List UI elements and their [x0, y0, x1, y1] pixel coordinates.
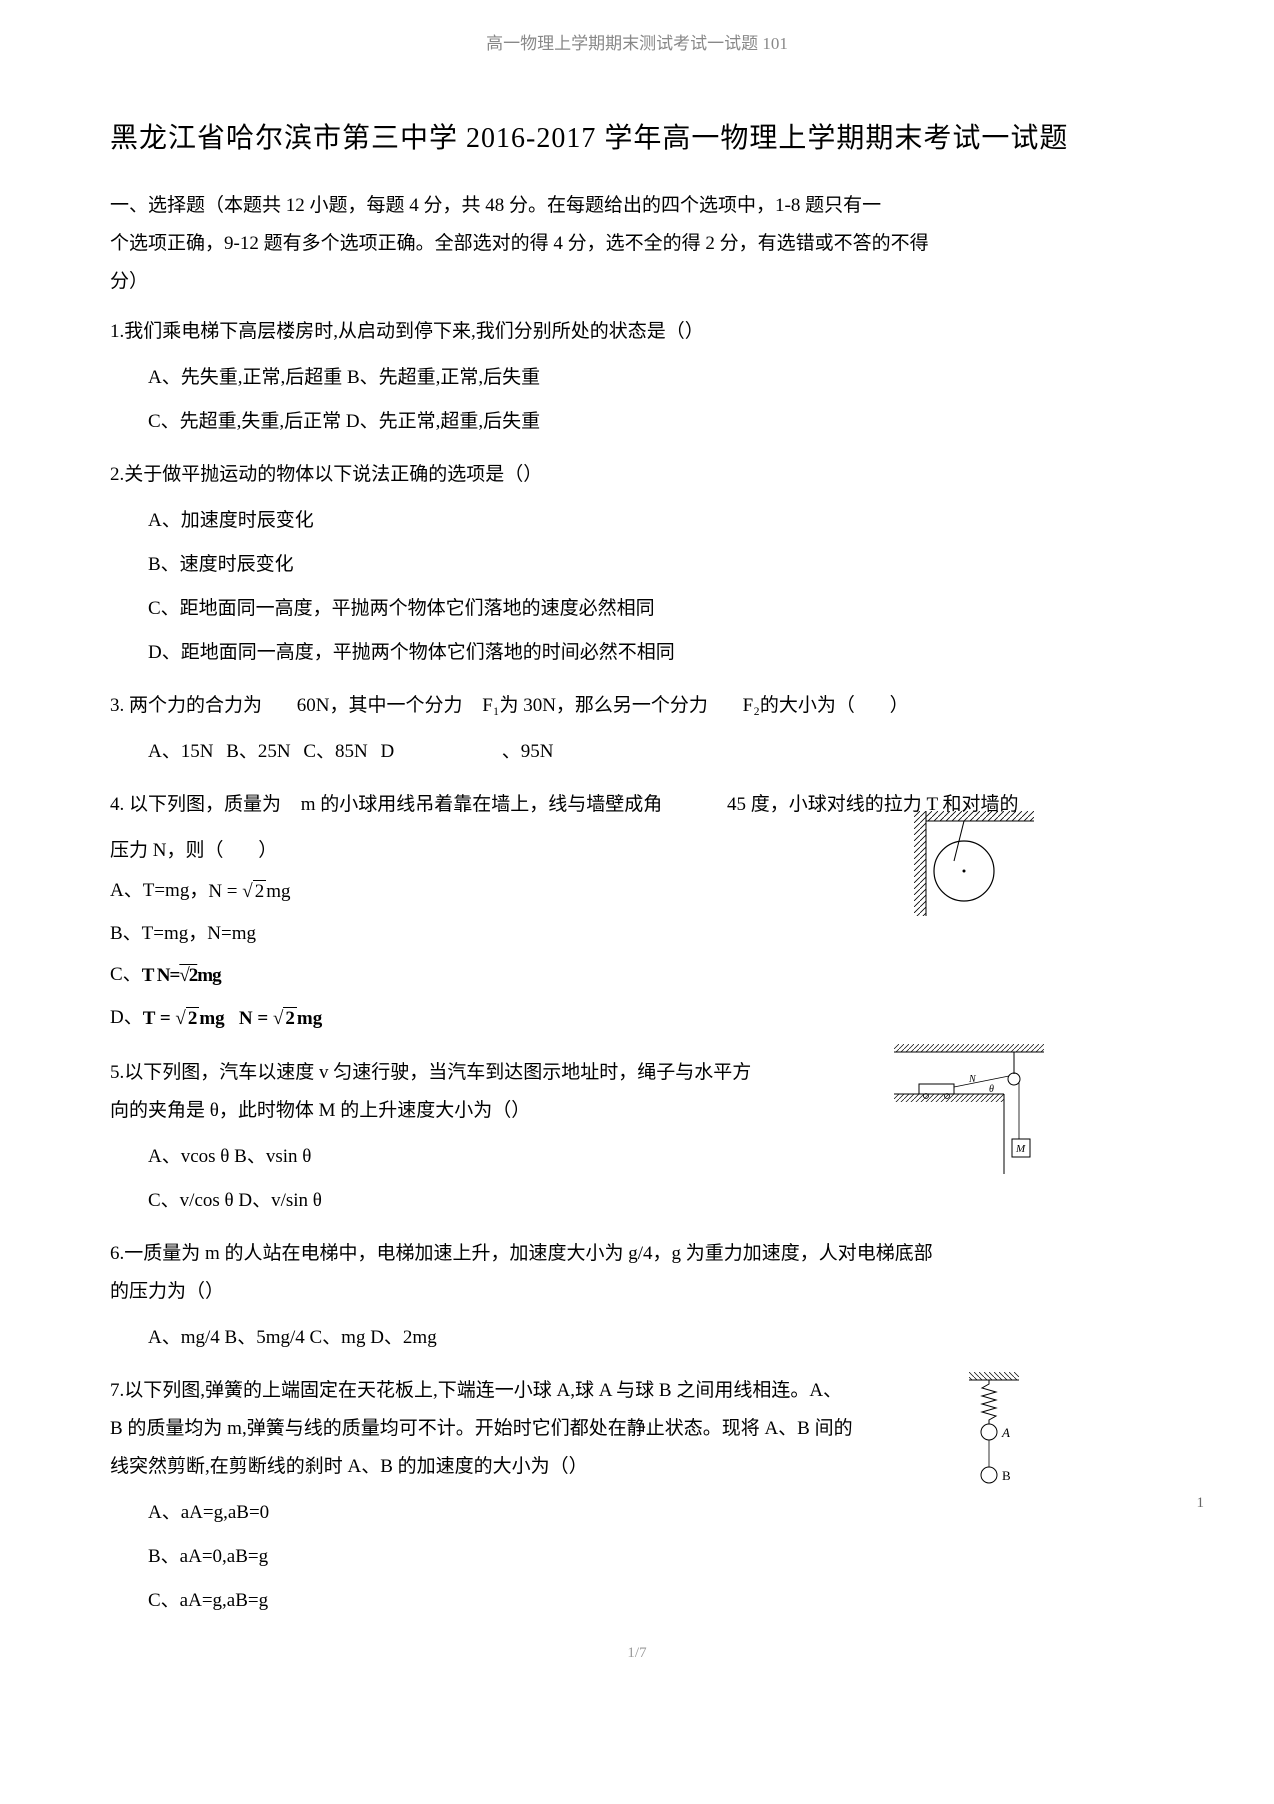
q3-option-b: B、25N	[226, 741, 290, 762]
question-2: 2.关于做平抛运动的物体以下说法正确的选项是（） A、加速度时辰变化 B、速度时…	[110, 456, 1164, 672]
question-2-text: 2.关于做平抛运动的物体以下说法正确的选项是（）	[110, 456, 1164, 494]
section-instructions: 一、选择题（本题共 12 小题，每题 4 分，共 48 分。在每题给出的四个选项…	[110, 187, 1164, 301]
q4-optc-formula: T N=√2mg	[142, 955, 221, 997]
q3-text-p2: 60N，其中一个分力	[297, 695, 463, 716]
q2-option-b: B、速度时辰变化	[148, 546, 1164, 584]
question-3-text: 3. 两个力的合力为 60N，其中一个分力 F₁为 30N，那么另一个分力 F₂…	[110, 687, 1164, 725]
question-1-text: 1.我们乘电梯下高层楼房时,从启动到停下来,我们分别所处的状态是（）	[110, 313, 1164, 351]
q4-option-c: C、T N=√2mg	[110, 954, 1164, 997]
q4-opta-prefix: A、T=mg，	[110, 880, 208, 901]
q4-text-p4: 压力 N，则（	[110, 840, 223, 861]
q3-text-p4: F₂的大小为（	[743, 695, 855, 716]
page-number-bottom: 1/7	[627, 1641, 646, 1665]
figure-ball-on-wall	[914, 811, 1034, 916]
instruction-line-3: 分）	[110, 263, 1164, 301]
q7-option-b: B、aA=0,aB=g	[148, 1538, 1164, 1576]
question-1: 1.我们乘电梯下高层楼房时,从启动到停下来,我们分别所处的状态是（） A、先失重…	[110, 313, 1164, 441]
svg-text:B: B	[1002, 1468, 1011, 1483]
svg-text:θ: θ	[989, 1084, 994, 1095]
instruction-line-1: 一、选择题（本题共 12 小题，每题 4 分，共 48 分。在每题给出的四个选项…	[110, 187, 1164, 225]
q4-text-p1: 4. 以下列图，质量为	[110, 794, 281, 815]
q1-option-ab: A、先失重,正常,后超重 B、先超重,正常,后失重	[148, 359, 1164, 397]
q3-option-a: A、15N	[148, 741, 213, 762]
q3-text-p1: 3. 两个力的合力为	[110, 695, 262, 716]
instruction-line-2: 个选项正确，9-12 题有多个选项正确。全部选对的得 4 分，选不全的得 2 分…	[110, 225, 1164, 263]
q6-text-p1: 6.一质量为 m 的人站在电梯中，电梯加速上升，加速度大小为 g/4，g 为重力…	[110, 1235, 1164, 1273]
q4-text-p2: m 的小球用线吊着靠在墙上，线与墙壁成角	[301, 794, 663, 815]
page-header: 高一物理上学期期末测试考试一试题 101	[110, 30, 1164, 57]
question-5: 5.以下列图，汽车以速度 v 匀速行驶，当汽车到达图示地址时，绳子与水平方 向的…	[110, 1054, 1164, 1220]
question-3-options: A、15N B、25N C、85N D 、95N	[110, 733, 1164, 771]
q3-option-d: D	[381, 741, 395, 762]
question-6-options: A、mg/4 B、5mg/4 C、mg D、2mg	[110, 1319, 1164, 1357]
q2-option-c: C、距地面同一高度，平抛两个物体它们落地的速度必然相同	[148, 590, 1164, 628]
svg-text:A: A	[1001, 1425, 1010, 1440]
q3-option-c: C、85N	[303, 741, 367, 762]
question-3: 3. 两个力的合力为 60N，其中一个分力 F₁为 30N，那么另一个分力 F₂…	[110, 687, 1164, 771]
q3-text-p5: ）	[890, 695, 909, 716]
q4-option-b: B、T=mg，N=mg	[110, 913, 1164, 955]
q4-optd-formula: T = √2mg N = √2mg	[143, 998, 322, 1040]
q4-text-p5: ）	[258, 840, 277, 861]
figure-spring-balls: A B	[964, 1372, 1024, 1502]
svg-text:N: N	[968, 1074, 977, 1085]
page-number-side: 1	[1197, 1491, 1205, 1515]
q7-option-c: C、aA=g,aB=g	[148, 1582, 1164, 1620]
q6-option-all: A、mg/4 B、5mg/4 C、mg D、2mg	[148, 1319, 1164, 1357]
q4-opta-formula: N = √2mg	[208, 871, 290, 913]
figure-car-pulley: N θ M	[894, 1044, 1044, 1174]
q1-option-cd: C、先超重,失重,后正常 D、先正常,超重,后失重	[148, 403, 1164, 441]
q4-optd-prefix: D、	[110, 1007, 143, 1028]
question-1-options: A、先失重,正常,后超重 B、先超重,正常,后失重 C、先超重,失重,后正常 D…	[110, 359, 1164, 441]
document-title: 黑龙江省哈尔滨市第三中学 2016-2017 学年高一物理上学期期末考试一试题	[110, 117, 1164, 162]
q2-option-a: A、加速度时辰变化	[148, 502, 1164, 540]
q2-option-d: D、距地面同一高度，平抛两个物体它们落地的时间必然不相同	[148, 634, 1164, 672]
question-2-options: A、加速度时辰变化 B、速度时辰变化 C、距地面同一高度，平抛两个物体它们落地的…	[110, 502, 1164, 672]
svg-text:M: M	[1015, 1143, 1026, 1155]
q4-optc-prefix: C、	[110, 964, 142, 985]
question-6-text: 6.一质量为 m 的人站在电梯中，电梯加速上升，加速度大小为 g/4，g 为重力…	[110, 1235, 1164, 1311]
q3-text-p3: F₁为 30N，那么另一个分力	[482, 695, 708, 716]
question-7: 7.以下列图,弹簧的上端固定在天花板上,下端连一小球 A,球 A 与球 B 之间…	[110, 1372, 1164, 1620]
question-4: 4. 以下列图，质量为 m 的小球用线吊着靠在墙上，线与墙壁成角 45 度，小球…	[110, 786, 1164, 1039]
q6-text-p2: 的压力为（）	[110, 1273, 1164, 1311]
question-7-options: A、aA=g,aB=0 B、aA=0,aB=g C、aA=g,aB=g	[110, 1494, 1164, 1620]
q3-option-d2: 、95N	[502, 741, 554, 762]
q5-option-cd: C、v/cos θ D、v/sin θ	[148, 1182, 1164, 1220]
question-6: 6.一质量为 m 的人站在电梯中，电梯加速上升，加速度大小为 g/4，g 为重力…	[110, 1235, 1164, 1357]
q4-option-d: D、T = √2mg N = √2mg	[110, 997, 1164, 1040]
